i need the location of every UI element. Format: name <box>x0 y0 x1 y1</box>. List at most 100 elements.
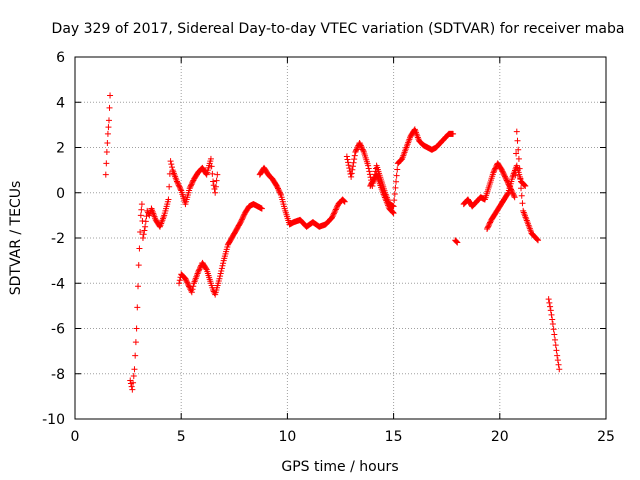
data-point <box>357 142 364 149</box>
data-point <box>332 207 339 214</box>
data-point <box>509 190 516 197</box>
data-point <box>174 179 181 186</box>
data-point <box>168 161 175 168</box>
data-point <box>138 206 145 213</box>
data-point <box>534 236 541 243</box>
data-point <box>214 171 221 178</box>
data-point <box>366 168 373 175</box>
x-tick-label: 10 <box>278 429 296 445</box>
data-point <box>351 156 358 163</box>
data-point <box>359 145 366 152</box>
data-point <box>188 289 195 296</box>
data-point <box>130 373 137 380</box>
data-point <box>128 383 135 390</box>
x-tick-label: 25 <box>597 429 615 445</box>
data-point <box>274 184 281 191</box>
data-point <box>452 238 459 245</box>
data-point <box>513 150 520 157</box>
data-point <box>197 265 204 272</box>
data-point <box>213 177 220 184</box>
data-point <box>391 191 398 198</box>
data-point <box>165 196 172 203</box>
data-point <box>140 231 147 238</box>
data-point <box>547 303 554 310</box>
data-point <box>554 357 561 364</box>
data-point <box>185 282 192 289</box>
data-point <box>329 213 336 220</box>
data-point <box>138 201 145 208</box>
y-tick-label: -2 <box>51 231 65 247</box>
data-point <box>502 174 509 181</box>
data-point <box>189 180 196 187</box>
x-axis-label: GPS time / hours <box>281 459 398 475</box>
data-point <box>175 182 182 189</box>
data-point <box>238 217 245 224</box>
data-point <box>503 177 510 184</box>
y-axis-label: SDTVAR / TECUs <box>8 181 24 296</box>
data-point <box>276 189 283 196</box>
data-point <box>393 178 400 185</box>
data-point <box>393 172 400 179</box>
data-point <box>453 238 460 245</box>
data-point <box>189 286 196 293</box>
data-point <box>491 168 498 175</box>
data-point <box>390 210 397 217</box>
data-point <box>491 166 498 173</box>
plot-frame <box>74 56 607 420</box>
data-point <box>391 197 398 204</box>
data-point <box>490 169 497 176</box>
data-point <box>187 182 194 189</box>
data-point <box>352 147 359 154</box>
data-point <box>548 311 555 318</box>
data-point <box>102 171 109 178</box>
data-point <box>139 235 146 241</box>
data-point <box>186 185 193 192</box>
data-point <box>549 320 556 327</box>
data-point <box>552 342 559 349</box>
data-point <box>210 178 217 185</box>
data-point <box>188 181 195 188</box>
data-point <box>212 183 219 190</box>
data-point <box>220 260 227 267</box>
data-point <box>177 186 184 193</box>
data-point <box>107 92 114 99</box>
data-point <box>184 280 191 287</box>
data-point <box>522 182 529 189</box>
data-point <box>106 104 113 111</box>
data-point <box>504 190 511 197</box>
data-point <box>142 218 149 225</box>
data-point <box>334 203 341 210</box>
data-point <box>352 149 359 156</box>
data-point <box>238 216 245 223</box>
axis-ticks: 0 5 10 15 20 25 -10 -8 -6 -4 -2 0 2 4 6 <box>42 50 615 445</box>
y-tick-label: -8 <box>51 367 65 383</box>
data-point <box>350 159 357 166</box>
data-point <box>176 280 183 287</box>
data-point <box>551 331 558 338</box>
data-point <box>356 139 363 146</box>
data-point <box>184 279 191 286</box>
data-point <box>345 162 352 169</box>
y-tick-label: -10 <box>42 412 65 428</box>
data-point <box>237 219 244 226</box>
data-point <box>207 155 214 162</box>
data-point <box>514 137 521 144</box>
y-tick-label: -6 <box>51 322 65 338</box>
data-point <box>142 223 149 230</box>
data-point <box>137 212 144 219</box>
data-point <box>359 146 366 153</box>
data-point <box>134 304 141 311</box>
data-point <box>104 139 111 146</box>
data-point <box>511 192 518 199</box>
data-point <box>240 213 247 220</box>
data-point <box>486 220 493 227</box>
data-point <box>331 209 338 216</box>
data-point <box>275 186 282 193</box>
data-point <box>176 184 183 191</box>
data-point <box>484 224 491 231</box>
data-point <box>500 171 507 178</box>
data-point <box>135 262 142 269</box>
data-point <box>166 183 173 190</box>
data-point <box>203 170 210 177</box>
